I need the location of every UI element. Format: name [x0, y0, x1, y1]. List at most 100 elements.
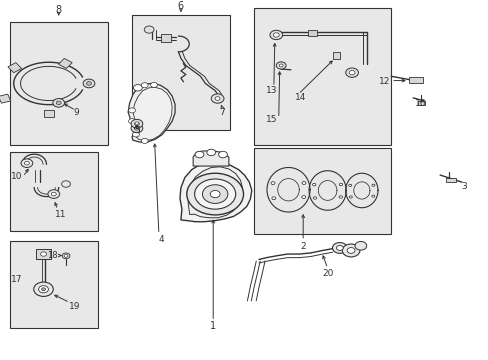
Circle shape: [338, 196, 342, 198]
Circle shape: [86, 82, 91, 85]
Circle shape: [218, 151, 227, 158]
Circle shape: [354, 242, 366, 250]
Bar: [132, 15, 229, 130]
Polygon shape: [193, 151, 228, 166]
Bar: [10, 22, 107, 144]
Circle shape: [48, 190, 60, 198]
Circle shape: [348, 71, 354, 75]
Circle shape: [61, 181, 70, 187]
Circle shape: [345, 68, 358, 77]
Circle shape: [24, 161, 29, 165]
Circle shape: [194, 179, 235, 209]
Circle shape: [62, 253, 70, 259]
Text: 9: 9: [73, 108, 79, 117]
Circle shape: [348, 184, 351, 186]
Text: 12: 12: [378, 77, 389, 86]
Text: 7: 7: [219, 108, 225, 117]
Circle shape: [339, 183, 342, 186]
Bar: [0, 94, 11, 103]
Circle shape: [269, 30, 282, 40]
Circle shape: [132, 132, 139, 137]
Circle shape: [128, 119, 135, 124]
Bar: [445, 177, 455, 182]
Text: 3: 3: [461, 183, 467, 192]
Circle shape: [83, 79, 95, 88]
Circle shape: [270, 182, 274, 185]
Circle shape: [346, 248, 354, 253]
Bar: [307, 30, 316, 36]
Circle shape: [133, 85, 142, 91]
Bar: [254, 148, 390, 234]
Circle shape: [210, 190, 220, 198]
Bar: [161, 34, 171, 42]
Polygon shape: [188, 167, 242, 218]
Circle shape: [21, 159, 33, 167]
Circle shape: [332, 243, 346, 253]
Text: 19: 19: [68, 302, 80, 311]
Text: 4: 4: [158, 235, 164, 244]
Circle shape: [195, 151, 203, 158]
Polygon shape: [180, 162, 251, 222]
Circle shape: [41, 288, 45, 291]
Bar: [408, 77, 423, 83]
Circle shape: [273, 33, 279, 37]
Circle shape: [131, 120, 142, 128]
Circle shape: [371, 195, 374, 197]
Text: 10: 10: [11, 172, 22, 181]
Circle shape: [141, 83, 148, 88]
Text: 5: 5: [134, 126, 140, 135]
Bar: [417, 102, 424, 105]
Circle shape: [302, 181, 305, 184]
Circle shape: [56, 101, 61, 105]
Circle shape: [202, 185, 227, 203]
Bar: [44, 110, 54, 117]
Text: 17: 17: [11, 275, 22, 284]
Circle shape: [39, 285, 48, 293]
Circle shape: [64, 255, 68, 257]
Text: 8: 8: [56, 5, 61, 15]
Text: 18: 18: [47, 251, 58, 260]
Text: 14: 14: [294, 93, 306, 102]
Circle shape: [279, 64, 283, 67]
Bar: [59, 58, 72, 68]
Circle shape: [215, 97, 220, 100]
Text: 20: 20: [321, 269, 333, 278]
Bar: [332, 52, 340, 59]
Circle shape: [312, 183, 315, 186]
Circle shape: [211, 94, 224, 103]
Circle shape: [150, 82, 157, 87]
Circle shape: [271, 197, 275, 200]
Text: 2: 2: [300, 242, 305, 251]
Text: 13: 13: [265, 86, 277, 95]
Circle shape: [336, 246, 343, 251]
Circle shape: [186, 173, 243, 215]
Circle shape: [371, 184, 374, 186]
Circle shape: [128, 108, 135, 113]
Circle shape: [51, 192, 56, 196]
Circle shape: [349, 196, 351, 198]
Text: 5: 5: [134, 126, 140, 135]
Text: 6: 6: [178, 1, 183, 11]
Circle shape: [134, 127, 139, 130]
Bar: [8, 63, 21, 73]
Bar: [36, 249, 51, 259]
Text: 15: 15: [265, 115, 277, 124]
Circle shape: [144, 26, 154, 33]
Text: 11: 11: [55, 210, 67, 219]
Circle shape: [276, 62, 285, 69]
Circle shape: [342, 244, 359, 257]
Circle shape: [141, 138, 148, 143]
Bar: [10, 242, 98, 328]
Circle shape: [34, 282, 53, 296]
Bar: [254, 8, 390, 144]
Bar: [10, 152, 98, 231]
Circle shape: [206, 149, 215, 156]
Circle shape: [41, 252, 46, 256]
Circle shape: [134, 122, 139, 126]
Polygon shape: [128, 84, 175, 142]
Text: 16: 16: [414, 99, 426, 108]
Circle shape: [53, 99, 64, 107]
Text: 1: 1: [209, 321, 215, 331]
Circle shape: [131, 124, 142, 132]
Circle shape: [313, 197, 316, 199]
